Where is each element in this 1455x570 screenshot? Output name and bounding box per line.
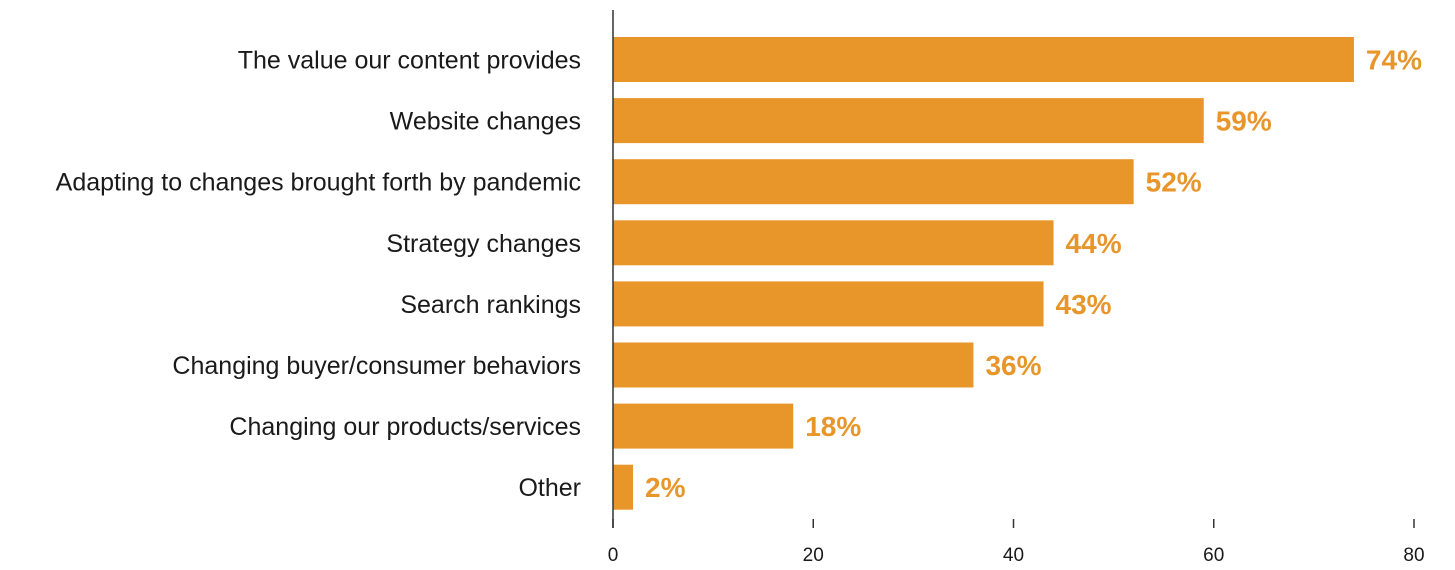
data-label: 59% <box>1216 106 1272 137</box>
x-tick-label: 80 <box>1403 545 1424 566</box>
category-label: The value our content provides <box>238 47 581 75</box>
category-label: Search rankings <box>400 291 581 319</box>
category-label: Strategy changes <box>386 230 581 258</box>
bar <box>613 37 1354 82</box>
x-tick-label: 60 <box>1203 545 1224 566</box>
x-tick-label: 40 <box>1003 545 1024 566</box>
category-label: Other <box>518 474 581 502</box>
bar <box>613 98 1204 144</box>
x-tick-label: 20 <box>803 545 824 566</box>
category-label: Website changes <box>390 108 581 136</box>
data-label: 52% <box>1146 167 1202 198</box>
data-label: 43% <box>1056 289 1112 320</box>
bar <box>613 159 1134 205</box>
bar <box>613 403 794 449</box>
bar <box>613 220 1054 266</box>
value-labels-layer: 74% 59% 52% 44% 43% 36% 18% 2% <box>645 45 1422 504</box>
category-label: Changing our products/services <box>229 413 581 441</box>
data-label: 36% <box>985 350 1041 381</box>
data-label: 44% <box>1066 228 1122 259</box>
bar <box>613 281 1044 327</box>
category-labels-layer: The value our content provides Website ch… <box>56 47 581 503</box>
x-tick-label: 0 <box>608 545 619 566</box>
bars-layer <box>613 37 1354 510</box>
category-label: Changing buyer/consumer behaviors <box>172 352 581 380</box>
category-label: Adapting to changes brought forth by pan… <box>56 169 581 197</box>
data-label: 74% <box>1366 45 1422 76</box>
bar <box>613 342 974 388</box>
data-label: 2% <box>645 472 686 503</box>
axes-layer: 0 20 40 60 80 <box>608 10 1425 566</box>
data-label: 18% <box>805 411 861 442</box>
bar <box>613 464 634 510</box>
